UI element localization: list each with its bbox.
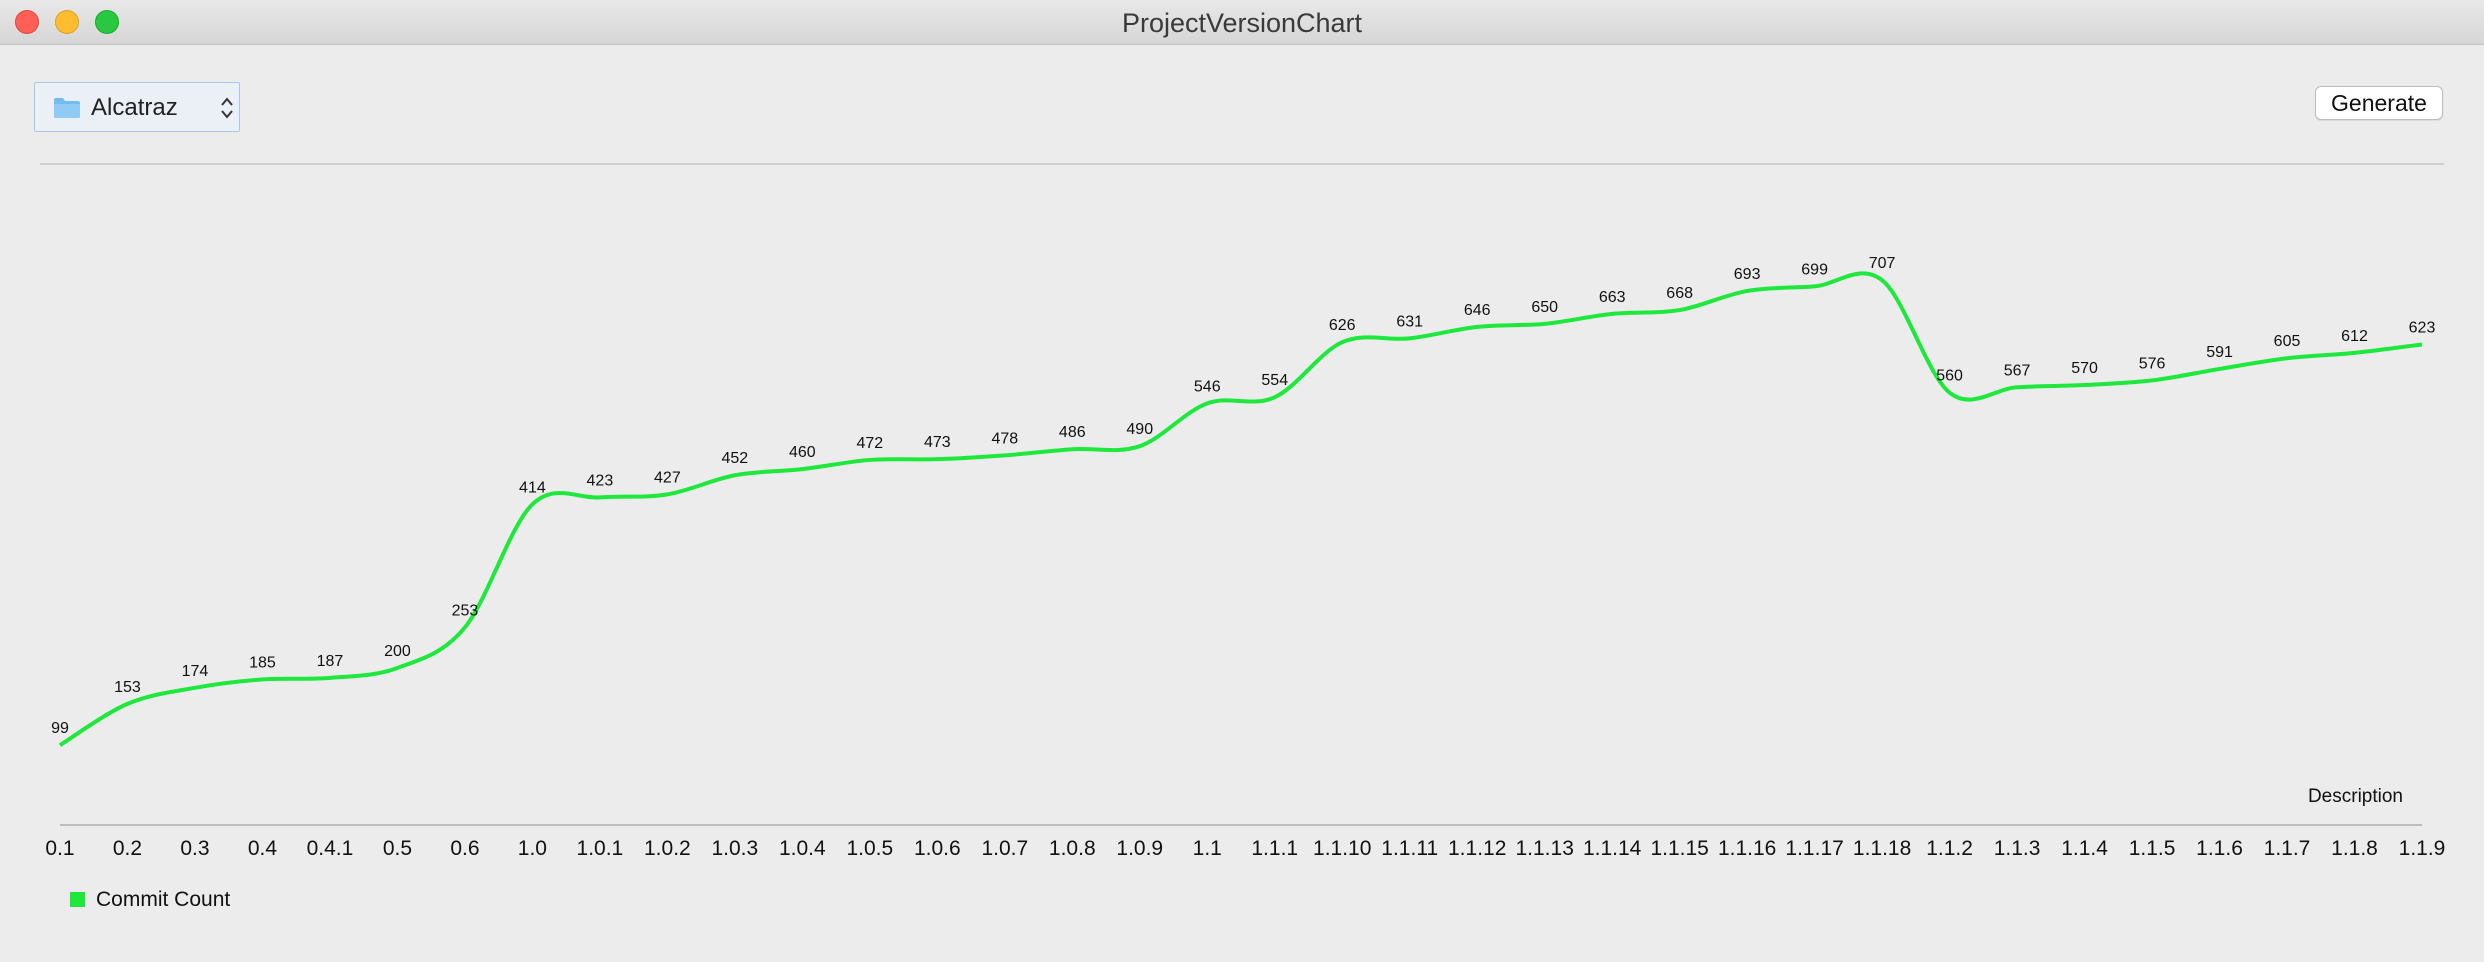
x-tick-label: 1.1.3 <box>1994 837 2041 860</box>
x-tick-label: 1.1.11 <box>1381 837 1438 860</box>
data-label: 187 <box>317 653 344 670</box>
x-tick-label: 1.1.6 <box>2196 837 2243 860</box>
x-tick-label: 1.1.12 <box>1448 837 1506 860</box>
x-tick-label: 1.0.8 <box>1049 837 1096 860</box>
x-tick-label: 1.1.18 <box>1853 837 1911 860</box>
data-label: 486 <box>1059 424 1086 441</box>
data-label: 623 <box>2409 319 2436 336</box>
x-tick-label: 0.3 <box>180 837 209 860</box>
legend: Commit Count <box>70 888 230 911</box>
x-tick-label: 1.1.14 <box>1583 837 1642 860</box>
project-selector-label: Alcatraz <box>91 94 178 121</box>
data-label: 699 <box>1801 261 1828 278</box>
data-label: 646 <box>1464 302 1491 319</box>
data-label: 576 <box>2139 355 2166 372</box>
data-label: 631 <box>1396 313 1423 330</box>
x-tick-label: 1.1.1 <box>1251 837 1298 860</box>
x-tick-label: 1.1.2 <box>1926 837 1973 860</box>
x-tick-label: 1.1.17 <box>1785 837 1843 860</box>
data-label: 612 <box>2341 328 2368 345</box>
data-label: 554 <box>1261 372 1288 389</box>
data-label: 668 <box>1666 285 1693 302</box>
data-label: 478 <box>991 430 1018 447</box>
x-tick-label: 0.4 <box>248 837 278 860</box>
data-label: 427 <box>654 469 681 486</box>
zoom-window-button[interactable] <box>95 10 119 34</box>
updown-chevron-icon <box>221 97 233 119</box>
x-tick-label: 0.2 <box>113 837 142 860</box>
data-label: 605 <box>2274 333 2301 350</box>
data-label: 460 <box>789 444 816 461</box>
x-tick-label: 1.0.6 <box>914 837 961 860</box>
data-label: 490 <box>1126 421 1153 438</box>
generate-button[interactable]: Generate <box>2315 86 2443 120</box>
legend-swatch <box>70 892 85 907</box>
x-tick-label: 1.1.8 <box>2331 837 2378 860</box>
data-label: 423 <box>587 472 614 489</box>
data-label: 253 <box>452 602 479 619</box>
minimize-window-button[interactable] <box>55 10 79 34</box>
x-tick-label: 1.0.4 <box>779 837 826 860</box>
data-label: 626 <box>1329 317 1356 334</box>
project-selector[interactable]: Alcatraz <box>34 82 240 132</box>
data-label: 473 <box>924 434 951 451</box>
data-label: 567 <box>2004 362 2031 379</box>
data-label: 452 <box>722 450 749 467</box>
x-tick-label: 1.0.7 <box>981 837 1028 860</box>
data-label: 185 <box>249 654 276 671</box>
x-tick-label: 1.0.1 <box>577 837 624 860</box>
data-label: 693 <box>1734 266 1761 283</box>
x-tick-label: 1.1.10 <box>1313 837 1371 860</box>
window-title: ProjectVersionChart <box>1121 8 1363 38</box>
x-tick-label: 1.0.5 <box>846 837 893 860</box>
x-tick-label: 1.0.3 <box>711 837 758 860</box>
x-tick-label: 1.1 <box>1193 837 1222 860</box>
x-tick-label: 0.6 <box>450 837 479 860</box>
data-label: 546 <box>1194 378 1221 395</box>
toolbar-separator <box>40 163 2444 165</box>
data-label: 472 <box>856 435 883 452</box>
x-axis-label: Description <box>2308 786 2403 807</box>
x-tick-label: 1.1.16 <box>1718 837 1776 860</box>
x-tick-label: 1.0.2 <box>644 837 691 860</box>
data-label: 414 <box>519 479 546 496</box>
data-label: 591 <box>2206 344 2233 361</box>
data-label: 174 <box>182 663 209 680</box>
close-window-button[interactable] <box>15 10 39 34</box>
legend-entry-commit-count: Commit Count <box>96 888 230 911</box>
x-tick-label: 1.0 <box>518 837 547 860</box>
x-tick-label: 1.1.13 <box>1515 837 1573 860</box>
x-tick-label: 1.1.9 <box>2399 837 2446 860</box>
x-tick-label: 0.4.1 <box>307 837 354 860</box>
x-tick-label: 1.1.4 <box>2061 837 2108 860</box>
data-label: 200 <box>384 643 411 660</box>
data-label: 570 <box>2071 360 2098 377</box>
data-label: 650 <box>1531 299 1558 316</box>
data-label: 663 <box>1599 289 1626 306</box>
data-label: 99 <box>51 720 69 737</box>
series-line-commit-count <box>58 271 2423 747</box>
x-tick-label: 1.1.15 <box>1650 837 1708 860</box>
title-bar: ProjectVersionChart <box>0 0 2484 45</box>
data-label: 707 <box>1869 255 1896 272</box>
x-tick-label: 0.1 <box>45 837 74 860</box>
folder-icon <box>54 98 80 118</box>
x-tick-label: 1.1.7 <box>2264 837 2311 860</box>
data-label: 153 <box>114 679 141 696</box>
x-tick-label: 1.1.5 <box>2129 837 2176 860</box>
x-tick-label: 1.0.9 <box>1116 837 1163 860</box>
x-tick-label: 0.5 <box>383 837 412 860</box>
data-label: 560 <box>1936 368 1963 385</box>
